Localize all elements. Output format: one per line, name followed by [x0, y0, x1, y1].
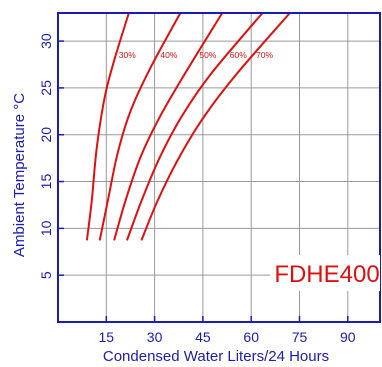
curve-label: 30% [119, 50, 136, 60]
curve-label: 70% [256, 50, 273, 60]
y-axis-title: Ambient Temperature °C [11, 93, 28, 257]
curve-40-pct [98, 12, 182, 241]
plot-frame [57, 12, 381, 323]
y-axis-ticks: 5 10 15 20 25 30 [38, 33, 64, 279]
curves [85, 12, 291, 241]
model-label-background [270, 255, 380, 291]
curve-70-pct [140, 12, 291, 241]
y-tick-label: 5 [38, 271, 54, 279]
y-tick-label: 30 [38, 33, 54, 49]
x-tick-label: 90 [340, 329, 356, 345]
curve-30-pct [85, 12, 130, 241]
curve-label: 60% [230, 50, 247, 60]
x-tick-label: 75 [292, 329, 308, 345]
curve-labels: 30% 40% 50% 60% 70% [119, 50, 274, 60]
x-axis-title: Condensed Water Liters/24 Hours [103, 348, 329, 365]
curve-50-pct [113, 12, 224, 241]
curve-60-pct [126, 12, 264, 241]
y-tick-label: 15 [38, 174, 54, 190]
model-label: FDHE400 [274, 261, 379, 288]
y-tick-label: 10 [38, 220, 54, 236]
x-tick-label: 60 [243, 329, 259, 345]
x-axis-ticks: 15 30 45 60 75 90 [99, 316, 356, 345]
y-tick-label: 25 [38, 80, 54, 96]
y-tick-label: 20 [38, 127, 54, 143]
x-tick-label: 45 [195, 329, 211, 345]
curve-label: 40% [160, 50, 177, 60]
x-tick-label: 15 [99, 329, 115, 345]
x-tick-label: 30 [147, 329, 163, 345]
curve-label: 50% [199, 50, 216, 60]
